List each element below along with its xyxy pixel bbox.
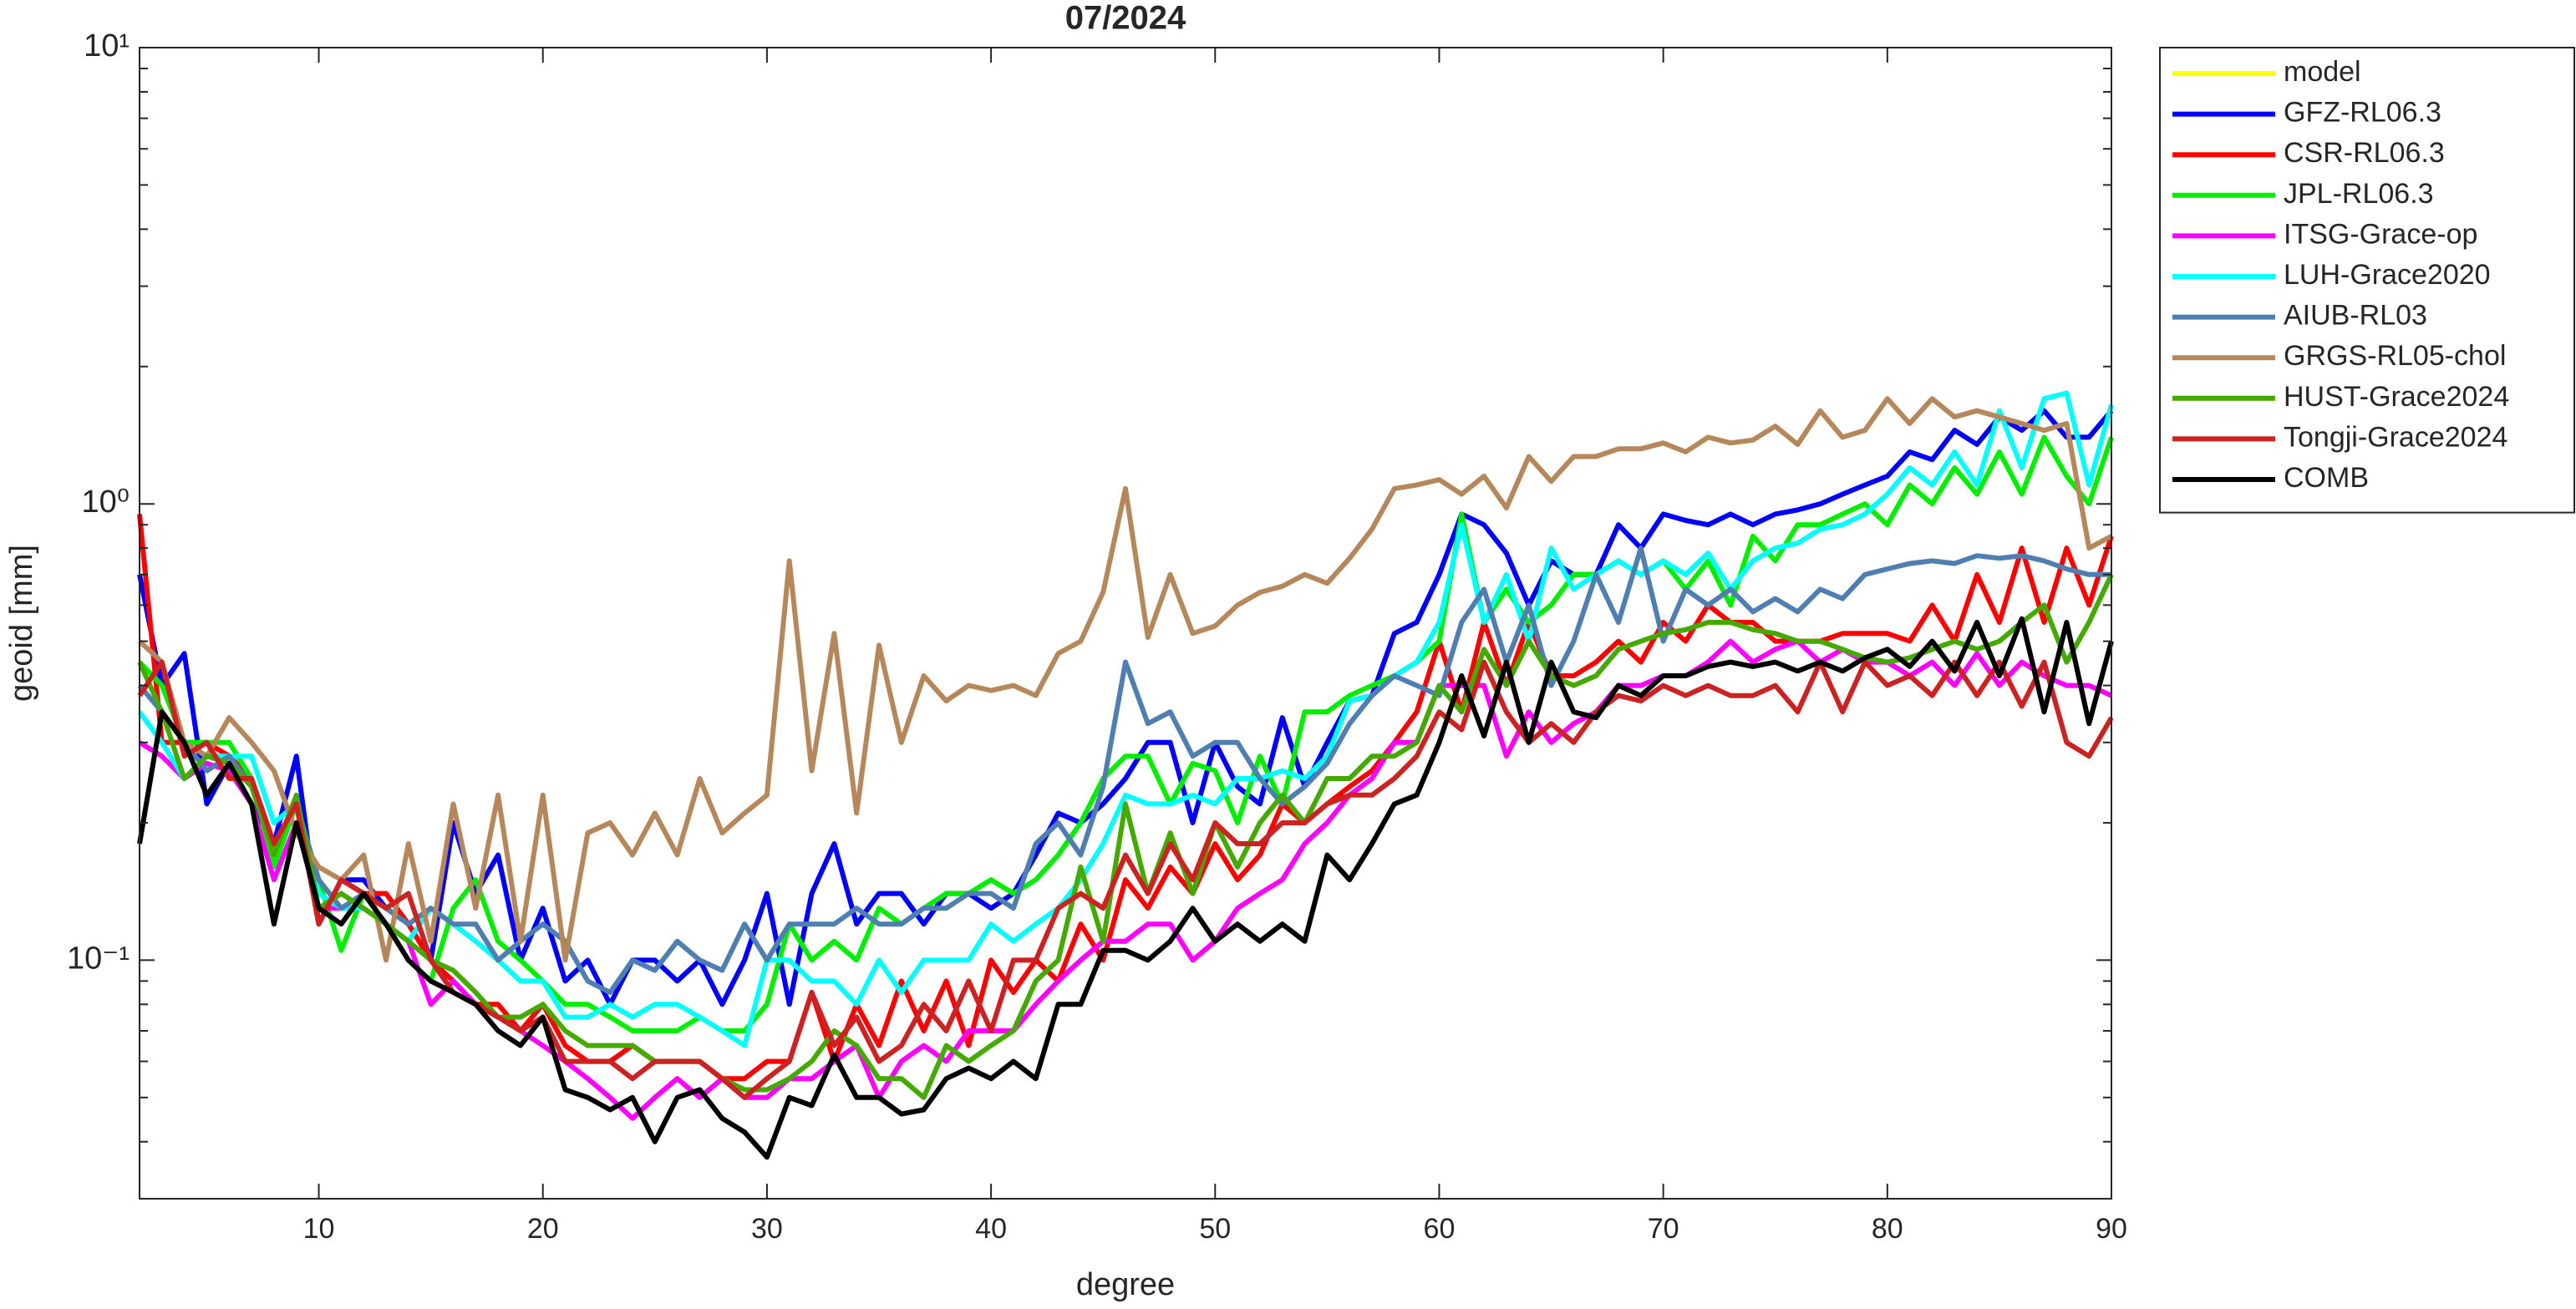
series-line xyxy=(137,545,2111,995)
axes-box xyxy=(139,47,2112,1200)
series-line xyxy=(137,390,2114,1048)
legend-label: COMB xyxy=(2284,462,2369,494)
legend-box xyxy=(2159,47,2575,514)
legend-label: ITSG-Grace-op xyxy=(2284,218,2477,250)
legend-label: GRGS-RL05-chol xyxy=(2284,340,2506,372)
legend-label: CSR-RL06.3 xyxy=(2284,137,2445,169)
x-tick-label: 80 xyxy=(1872,1213,1903,1245)
x-tick-label: 20 xyxy=(527,1213,559,1245)
x-tick-label: 30 xyxy=(751,1213,783,1245)
series-line xyxy=(137,616,2114,1160)
chart-title: 07/2024 xyxy=(1065,0,1186,37)
series-line xyxy=(137,396,2113,963)
y-tick-label: 10¹ xyxy=(84,28,130,63)
x-tick-label: 60 xyxy=(1424,1213,1456,1245)
y-tick-label: 10⁰ xyxy=(81,485,130,520)
legend-label: HUST-Grace2024 xyxy=(2284,381,2509,413)
x-tick-label: 70 xyxy=(1648,1213,1679,1245)
series-line xyxy=(138,638,2113,1121)
series-line xyxy=(137,573,2114,1100)
legend-label: Tongji-Grace2024 xyxy=(2284,421,2507,453)
y-tick-label: 10⁻¹ xyxy=(67,941,130,976)
legend-label: AIUB-RL03 xyxy=(2284,300,2427,332)
plot-area xyxy=(140,48,2111,1199)
legend-label: GFZ-RL06.3 xyxy=(2284,97,2441,129)
x-tick-label: 10 xyxy=(303,1213,335,1245)
legend-label: JPL-RL06.3 xyxy=(2284,178,2434,210)
x-axis-label: degree xyxy=(1076,1267,1175,1302)
x-tick-label: 50 xyxy=(1199,1213,1231,1245)
x-tick-label: 90 xyxy=(2096,1213,2127,1245)
legend-label: LUH-Grace2020 xyxy=(2284,259,2491,291)
y-axis-label: geoid [mm] xyxy=(4,545,39,702)
x-tick-label: 40 xyxy=(975,1213,1007,1245)
legend-label: model xyxy=(2284,56,2361,88)
